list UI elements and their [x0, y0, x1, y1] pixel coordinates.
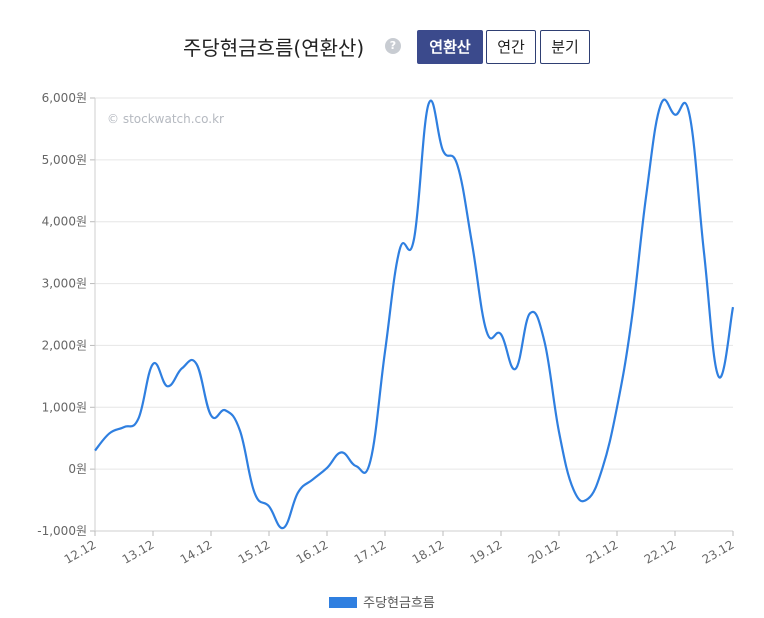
data-point[interactable] [701, 250, 707, 256]
data-point[interactable] [107, 430, 113, 436]
y-axis: 6,000원 5,000원 4,000원 3,000원 2,000원 1,000원 0원 -1… [37, 91, 96, 538]
data-point[interactable] [179, 365, 185, 371]
tab-quarterly-button[interactable]: 분기 [540, 30, 590, 64]
x-tick-label: 14.12 [178, 537, 215, 566]
x-tick-label: 23.12 [700, 537, 737, 566]
data-point[interactable] [252, 490, 258, 496]
x-tick-label: 13.12 [120, 537, 157, 566]
data-point[interactable] [527, 310, 533, 316]
data-point[interactable] [629, 318, 635, 324]
data-point[interactable] [730, 304, 736, 310]
data-point[interactable] [542, 339, 548, 345]
chart-title: 주당현금흐름(연환산) [183, 36, 365, 60]
data-point[interactable] [614, 404, 620, 410]
data-point[interactable] [324, 465, 330, 471]
data-point[interactable] [643, 194, 649, 200]
x-axis: 12.12 13.12 14.12 15.12 16.12 17.12 18.12 19.12… [62, 530, 737, 567]
question-circle-icon[interactable]: ? [385, 38, 401, 54]
data-point[interactable] [513, 366, 519, 372]
data-point[interactable] [585, 496, 591, 502]
series [92, 98, 736, 531]
data-point[interactable] [310, 477, 316, 483]
x-tick-label: 12.12 [62, 537, 99, 566]
data-point[interactable] [339, 449, 345, 455]
data-point[interactable] [687, 112, 693, 118]
legend-label: 주당현금흐름 [363, 596, 435, 611]
data-point[interactable] [194, 361, 200, 367]
x-tick-label: 15.12 [236, 537, 273, 566]
data-point[interactable] [92, 448, 98, 454]
data-point[interactable] [281, 525, 287, 531]
y-tick-label: -1,000원 [37, 524, 87, 538]
data-point[interactable] [498, 331, 504, 337]
x-tick-label: 17.12 [352, 537, 389, 566]
data-point[interactable] [397, 247, 403, 253]
data-point[interactable] [136, 415, 142, 421]
data-point[interactable] [469, 240, 475, 246]
data-point[interactable] [600, 465, 606, 471]
data-point[interactable] [411, 236, 417, 242]
data-point[interactable] [382, 349, 388, 355]
y-tick-label: 0원 [68, 462, 87, 476]
data-point[interactable] [556, 429, 562, 435]
data-point[interactable] [295, 490, 301, 496]
grid [95, 97, 733, 532]
x-tick-label: 20.12 [526, 537, 563, 566]
data-point[interactable] [426, 101, 432, 107]
data-point[interactable] [658, 102, 664, 108]
data-point[interactable] [455, 162, 461, 168]
legend[interactable]: 주당현금흐름 [0, 592, 764, 611]
data-point[interactable] [716, 373, 722, 379]
y-tick-label: 4,000원 [42, 215, 87, 229]
data-point[interactable] [368, 458, 374, 464]
x-tick-label: 16.12 [294, 537, 331, 566]
series-line[interactable] [94, 98, 735, 530]
data-point[interactable] [223, 407, 229, 413]
data-point[interactable] [237, 428, 243, 434]
x-tick-label: 21.12 [584, 537, 621, 566]
data-point[interactable] [353, 463, 359, 469]
legend-swatch [329, 597, 358, 608]
data-point[interactable] [266, 503, 272, 509]
x-tick-label: 22.12 [642, 537, 679, 566]
tab-annual-button[interactable]: 연간 [486, 30, 536, 64]
tab-annualized-button[interactable]: 연환산 [417, 30, 483, 64]
y-tick-label: 2,000원 [42, 338, 87, 352]
x-tick-label: 19.12 [468, 537, 505, 566]
data-point[interactable] [165, 383, 171, 389]
data-point[interactable] [571, 487, 577, 493]
data-point[interactable] [672, 112, 678, 118]
watermark: © stockwatch.co.kr [107, 112, 224, 126]
x-tick-label: 18.12 [410, 537, 447, 566]
data-point[interactable] [208, 412, 214, 418]
y-tick-label: 6,000원 [42, 91, 87, 105]
data-point[interactable] [484, 328, 490, 334]
y-tick-label: 3,000원 [42, 277, 87, 291]
data-point[interactable] [440, 148, 446, 154]
data-point[interactable] [121, 424, 127, 430]
chart-header: 주당현금흐름(연환산) ? 연환산 연간 분기 [0, 28, 764, 68]
y-tick-label: 5,000원 [42, 153, 87, 167]
data-point[interactable] [150, 361, 156, 367]
y-tick-label: 1,000원 [42, 400, 87, 414]
